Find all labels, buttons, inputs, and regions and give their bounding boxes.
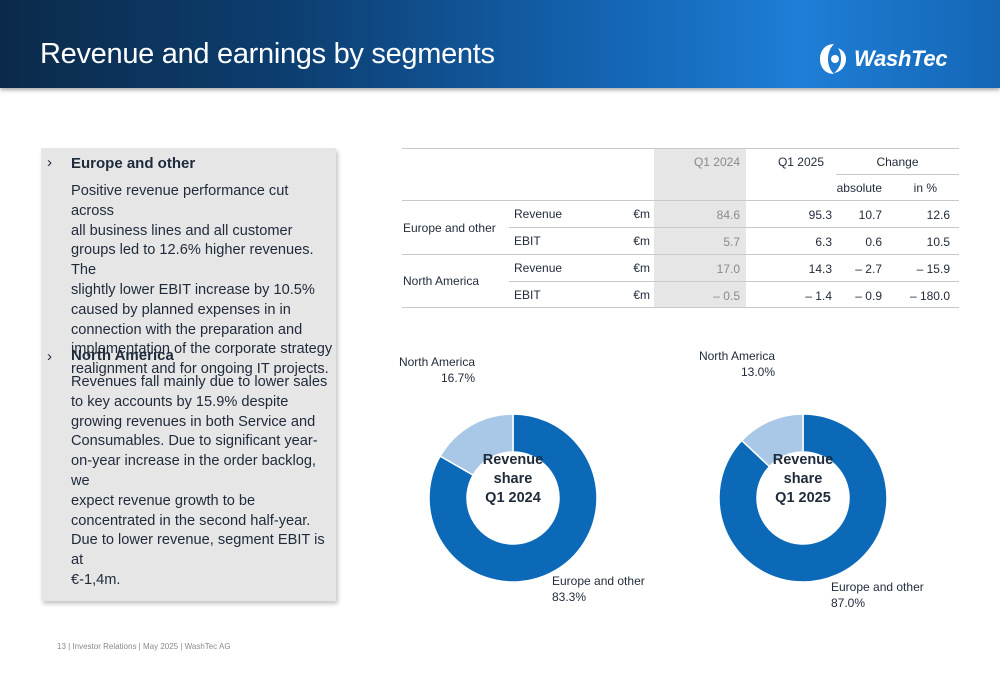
metric-label: EBIT — [514, 288, 541, 302]
metric-label: Revenue — [514, 207, 563, 221]
value-q1-2024: 84.6 — [716, 208, 740, 222]
body-line: expect revenue growth to be — [71, 492, 256, 509]
center-line: Revenue — [482, 452, 544, 468]
body-line: groups led to 12.6% higher revenues. The — [71, 242, 314, 279]
body-line: on-year increase in the order backlog, w… — [71, 453, 316, 489]
section-heading: North America — [71, 347, 174, 364]
value-absolute: 0.6 — [865, 235, 882, 249]
unit-label: €m — [633, 288, 650, 302]
body-line: Due to lower revenue, segment EBIT is at — [71, 532, 325, 569]
slice-category: North America — [698, 349, 775, 363]
col-header-in-pct: in % — [913, 181, 937, 195]
value-q1-2024: – 0.5 — [713, 289, 740, 303]
donut-svg — [719, 413, 888, 583]
value-q1-2025: 6.3 — [815, 235, 832, 249]
unit-label: €m — [633, 234, 650, 248]
page-title: Revenue and earnings by segments — [40, 38, 495, 70]
section-body: Positive revenue performance cut across … — [71, 182, 333, 380]
body-line: all business lines and all customer — [71, 222, 293, 239]
chevron-right-icon: › — [47, 348, 52, 365]
body-line: Positive revenue performance cut across — [71, 183, 289, 219]
donut-center-label: Revenue share Q1 2025 — [753, 451, 853, 508]
segment-name: North America — [403, 274, 480, 288]
value-absolute: – 2.7 — [855, 262, 882, 276]
metric-label: Revenue — [514, 261, 563, 275]
value-q1-2024: 5.7 — [723, 235, 740, 249]
slice-label-europe: Europe and other 87.0% — [831, 579, 924, 611]
metric-label: EBIT — [514, 234, 541, 248]
body-line: €-1,4m. — [71, 571, 121, 588]
washtec-logo-icon — [820, 44, 846, 74]
col-header-absolute: absolute — [836, 181, 882, 195]
body-line: caused by planned expenses in in — [71, 301, 291, 318]
value-in-pct: 12.6 — [926, 208, 950, 222]
body-line: growing revenues in both Service and — [71, 413, 316, 430]
unit-label: €m — [633, 261, 650, 275]
donut-slice-north-america — [439, 413, 514, 477]
body-line: Consumables. Due to significant year- — [71, 433, 318, 450]
q1-2024-column-shade — [654, 148, 746, 308]
table-rule — [402, 200, 959, 201]
unit-label: €m — [633, 207, 650, 221]
body-line: Revenues fall mainly due to lower sales — [71, 374, 328, 390]
section-heading: Europe and other — [71, 155, 196, 172]
donut-chart-q1-2025: Revenue share Q1 2025 — [719, 380, 889, 584]
washtec-logo: WashTec — [818, 42, 948, 76]
slice-category: North America — [398, 355, 475, 369]
section-body: Revenues fall mainly due to lower sales … — [71, 373, 333, 591]
donut-svg — [429, 413, 598, 583]
center-line: Q1 2024 — [485, 490, 541, 506]
donut-chart-q1-2024: Revenue share Q1 2024 — [429, 380, 599, 584]
segment-table: Q1 2024 Q1 2025 Change absolute in % Eur… — [402, 148, 959, 308]
value-q1-2024: 17.0 — [716, 262, 740, 276]
slice-value: 13.0% — [740, 365, 775, 379]
slice-category: Europe and other — [831, 580, 924, 594]
slice-label-north-america: North America 13.0% — [697, 348, 775, 380]
commentary-panel: › Europe and other Positive revenue perf… — [41, 148, 336, 601]
body-line: concentrated in the second half-year. — [71, 512, 311, 529]
table-rule — [402, 254, 959, 255]
col-header-change: Change — [876, 155, 919, 169]
logo-wordmark: WashTec — [854, 46, 948, 71]
body-line: realignment and for ongoing IT projects. — [71, 361, 329, 378]
value-q1-2025: – 1.4 — [805, 289, 832, 303]
value-in-pct: – 180.0 — [909, 289, 950, 303]
col-header-q1-2025: Q1 2025 — [777, 155, 824, 169]
body-line: slightly lower EBIT increase by 10.5% — [71, 281, 315, 298]
col-header-q1-2024: Q1 2024 — [693, 155, 740, 169]
body-line: connection with the preparation and — [71, 321, 303, 338]
slice-value: 87.0% — [831, 596, 866, 610]
table-rule — [402, 307, 959, 308]
slice-value: 16.7% — [440, 371, 475, 385]
value-q1-2025: 14.3 — [808, 262, 832, 276]
donut-center-label: Revenue share Q1 2024 — [463, 451, 563, 508]
value-in-pct: – 15.9 — [916, 262, 950, 276]
table-rule — [402, 148, 959, 149]
slice-label-north-america: North America 16.7% — [397, 354, 475, 386]
segment-name: Europe and other — [403, 221, 496, 235]
donut-slice-north-america — [740, 413, 804, 468]
table-rule — [509, 281, 959, 282]
body-line: implementation of the corporate strategy — [71, 341, 333, 358]
center-line: share — [783, 471, 823, 487]
table-rule — [836, 174, 959, 175]
slice-value: 83.3% — [552, 590, 587, 604]
body-line: to key accounts by 15.9% despite — [71, 393, 289, 410]
header-banner: Revenue and earnings by segments WashTec — [0, 0, 1000, 88]
donut-slice-europe-and-other — [719, 413, 888, 583]
slice-label-europe: Europe and other 83.3% — [552, 573, 645, 605]
value-absolute: 10.7 — [858, 208, 882, 222]
value-q1-2025: 95.3 — [808, 208, 832, 222]
slice-category: Europe and other — [552, 574, 645, 588]
center-line: share — [493, 471, 533, 487]
value-in-pct: 10.5 — [926, 235, 950, 249]
page-footer: 13 | Investor Relations | May 2025 | Was… — [57, 642, 231, 651]
chevron-right-icon: › — [47, 154, 52, 171]
table-rule — [509, 227, 959, 228]
value-absolute: – 0.9 — [855, 289, 882, 303]
center-line: Revenue — [772, 452, 834, 468]
donut-slice-europe-and-other — [429, 413, 598, 583]
center-line: Q1 2025 — [775, 490, 831, 506]
